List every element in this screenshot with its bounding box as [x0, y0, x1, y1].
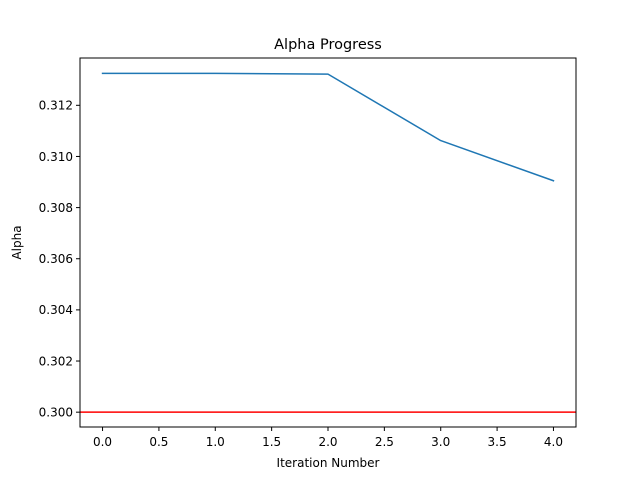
x-tick-label: 0.5: [149, 435, 168, 449]
x-tick-label: 4.0: [544, 435, 563, 449]
y-tick-label: 0.310: [39, 150, 73, 164]
series-line-0: [101, 72, 555, 182]
x-tick-label: 1.5: [262, 435, 281, 449]
x-tick-label: 2.5: [375, 435, 394, 449]
y-tick-label: 0.300: [39, 405, 73, 419]
y-tick-label: 0.304: [39, 303, 73, 317]
x-tick-label: 2.0: [318, 435, 337, 449]
y-axis-label: Alpha: [10, 225, 24, 259]
y-tick-label: 0.312: [39, 99, 73, 113]
y-axis-ticks: 0.300 0.302 0.304 0.306 0.308 0.310 0.312: [39, 99, 80, 419]
plot-area: [80, 58, 576, 427]
x-tick-label: 0.0: [93, 435, 112, 449]
x-axis-ticks: 0.0 0.5 1.0 1.5 2.0 2.5 3.0 3.5 4.0: [93, 427, 563, 449]
y-tick-label: 0.308: [39, 201, 73, 215]
x-tick-label: 3.0: [431, 435, 450, 449]
y-tick-label: 0.302: [39, 354, 73, 368]
series-layer: [101, 72, 555, 182]
y-tick-label: 0.306: [39, 252, 73, 266]
x-tick-label: 1.0: [206, 435, 225, 449]
chart-title: Alpha Progress: [274, 37, 382, 53]
x-tick-label: 3.5: [488, 435, 507, 449]
x-axis-label: Iteration Number: [277, 456, 380, 470]
